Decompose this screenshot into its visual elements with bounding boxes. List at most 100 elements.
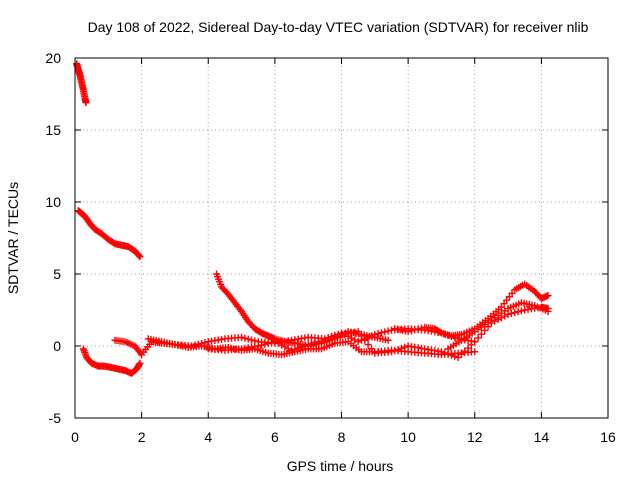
data-point: [301, 342, 309, 350]
x-tick-label: 10: [400, 429, 416, 445]
data-point: [264, 339, 272, 347]
series-track-9: [444, 299, 552, 353]
data-point: [381, 328, 389, 336]
y-tick-label: 5: [53, 266, 61, 282]
data-point: [354, 328, 362, 336]
y-tick-label: 10: [45, 194, 61, 210]
data-point: [291, 345, 299, 353]
data-point: [188, 342, 196, 350]
data-point: [457, 350, 465, 358]
data-point: [461, 347, 469, 355]
data-point: [314, 338, 322, 346]
data-point: [404, 328, 412, 336]
data-point: [288, 346, 296, 354]
data-point: [454, 354, 462, 362]
data-point: [82, 99, 90, 107]
data-point: [135, 252, 143, 260]
data-point: [238, 333, 246, 341]
data-point: [471, 338, 479, 346]
series-track-2: [74, 207, 144, 261]
data-point: [414, 325, 422, 333]
data-point: [248, 336, 256, 344]
x-tick-label: 8: [338, 429, 346, 445]
data-point: [411, 326, 419, 334]
data-point: [191, 341, 199, 349]
data-point: [447, 351, 455, 359]
series-track-3: [79, 345, 144, 377]
y-tick-label: 15: [45, 122, 61, 138]
data-point: [321, 336, 329, 344]
x-tick-label: 4: [204, 429, 212, 445]
data-point: [334, 332, 342, 340]
data-point: [284, 345, 292, 353]
data-point: [367, 345, 375, 353]
data-point: [394, 345, 402, 353]
data-point: [294, 344, 302, 352]
y-tick-label: 0: [53, 338, 61, 354]
data-point: [467, 341, 475, 349]
axis-ticks: 0 2 4 6 8 10 12 14 16 -5 0 5 10 15 20: [45, 50, 616, 445]
data-point: [514, 308, 522, 316]
data-point: [384, 327, 392, 335]
x-tick-label: 16: [600, 429, 616, 445]
x-axis-label: GPS time / hours: [287, 458, 394, 474]
data-point: [441, 349, 449, 357]
data-point: [331, 333, 339, 341]
data-point: [364, 341, 372, 349]
data-point: [451, 352, 459, 360]
x-tick-label: 0: [71, 429, 79, 445]
data-point: [308, 340, 316, 348]
data-point: [324, 335, 332, 343]
data-point: [464, 344, 472, 352]
data-point: [391, 347, 399, 355]
data-point: [261, 340, 269, 348]
x-tick-label: 12: [467, 429, 483, 445]
data-point: [517, 307, 525, 315]
data-point: [511, 309, 519, 317]
chart-title: Day 108 of 2022, Sidereal Day-to-day VTE…: [88, 19, 589, 35]
data-point: [258, 341, 266, 349]
data-point: [471, 348, 479, 356]
x-tick-label: 6: [271, 429, 279, 445]
data-point: [401, 343, 409, 351]
data-point: [241, 334, 249, 342]
data-point: [254, 342, 262, 350]
x-tick-label: 2: [138, 429, 146, 445]
series-track-1: [73, 60, 90, 107]
data-point: [136, 253, 144, 261]
data-point: [201, 339, 209, 347]
data-point: [436, 328, 444, 336]
grid: [75, 58, 608, 418]
y-tick-label: -5: [49, 410, 62, 426]
data-point: [328, 334, 336, 342]
data-point: [477, 330, 485, 338]
data-point: [544, 292, 552, 300]
data-point: [544, 307, 552, 315]
data-point: [298, 343, 306, 351]
data-point: [351, 336, 359, 344]
data-point: [198, 339, 206, 347]
data-point: [268, 339, 276, 347]
y-axis-label: SDTVAR / TECUs: [5, 182, 21, 294]
y-tick-label: 20: [45, 50, 61, 66]
data-points: [73, 60, 552, 377]
data-point: [437, 348, 445, 356]
data-point: [384, 336, 392, 344]
data-point: [244, 335, 252, 343]
data-point: [474, 334, 482, 342]
data-point: [194, 340, 202, 348]
data-point: [397, 344, 405, 352]
data-point: [387, 348, 395, 356]
data-point: [361, 336, 369, 344]
data-point: [407, 327, 415, 335]
data-point: [136, 359, 144, 367]
data-point: [357, 332, 365, 340]
data-point: [507, 309, 515, 317]
x-tick-label: 14: [534, 429, 550, 445]
data-point: [304, 341, 312, 349]
data-point: [354, 338, 362, 346]
data-point: [377, 329, 385, 337]
series-track-7: [204, 303, 552, 362]
data-point: [318, 337, 326, 345]
